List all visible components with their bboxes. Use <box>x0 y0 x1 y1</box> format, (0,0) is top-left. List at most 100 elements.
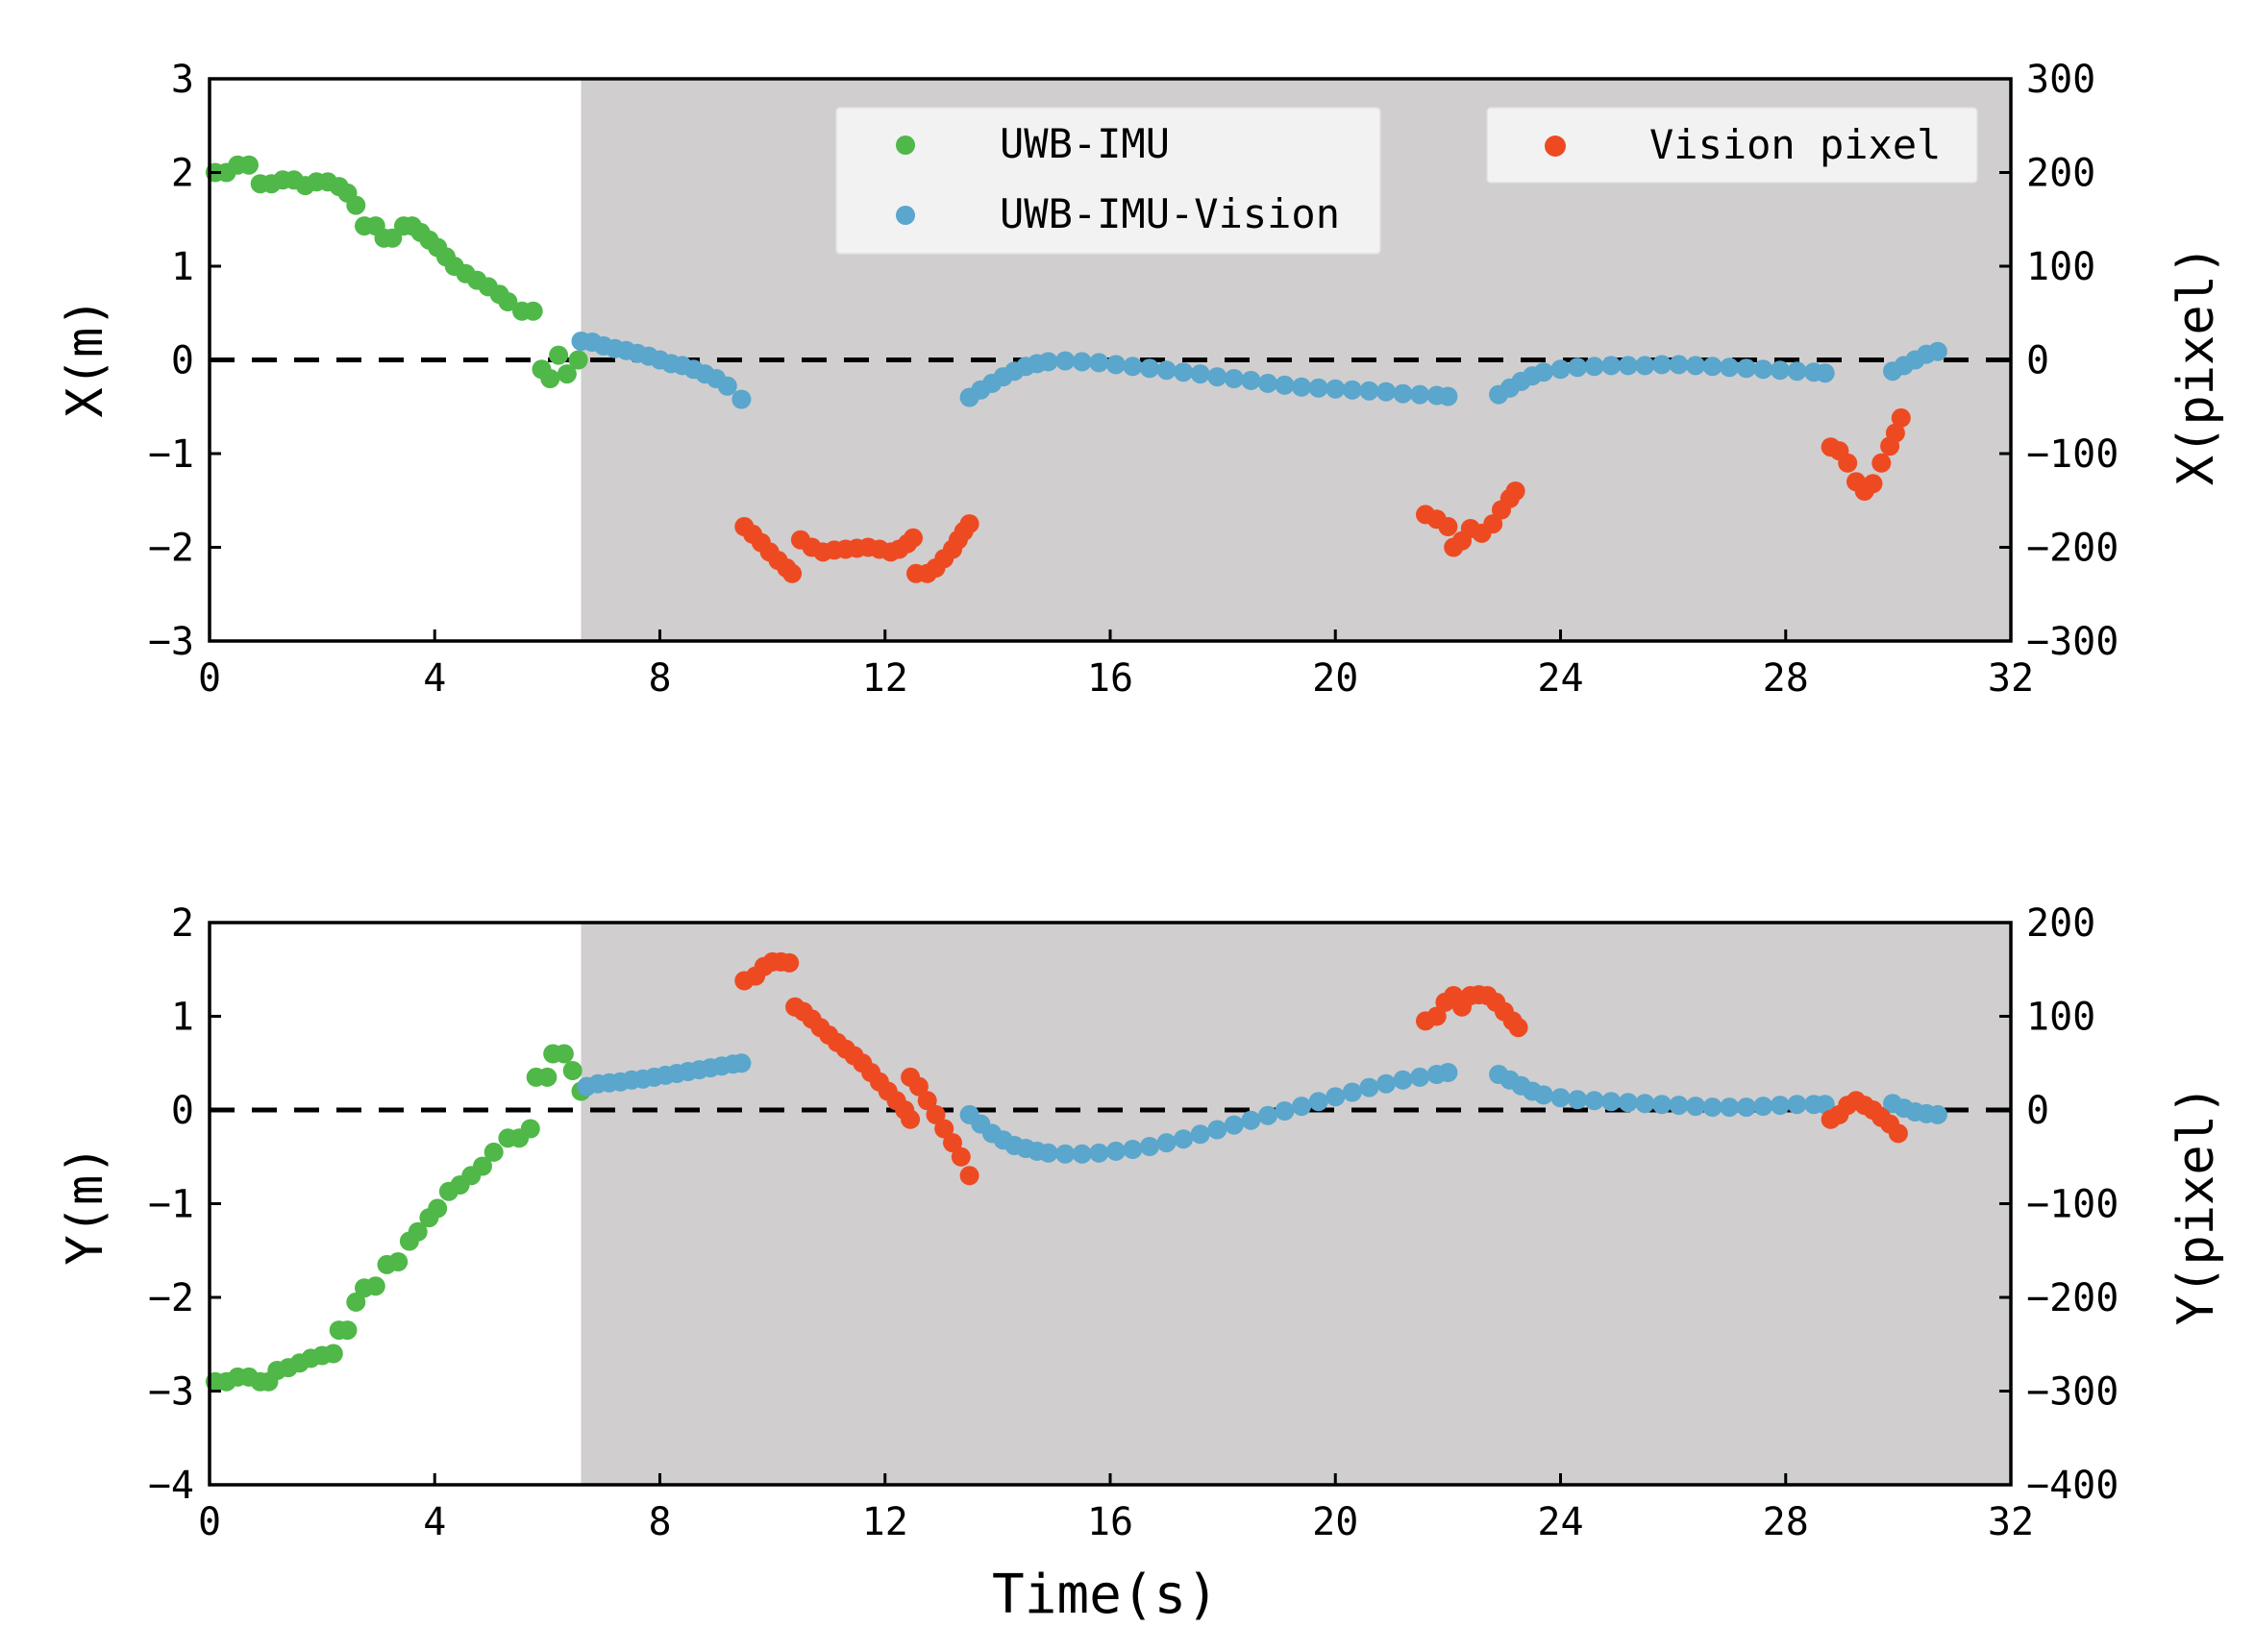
top-point-uwb-imu-vision-32 <box>1207 367 1227 387</box>
legend-label-uwb-imu: UWB-IMU <box>1000 120 1170 167</box>
top-y2tick-label-4: 100 <box>2026 245 2095 289</box>
bottom-tick-labels: 0 4 8 12 16 20 24 28 32−4−3−2−1012−400−300−200−1… <box>148 901 2119 1544</box>
bottom-point-vision-pixel-26 <box>943 1133 962 1153</box>
top-point-uwb-imu-35 <box>557 364 577 384</box>
bottom-point-uwb-imu-vision-22 <box>1038 1143 1058 1163</box>
top-point-uwb-imu-vision-40 <box>1342 380 1362 400</box>
bottom-point-uwb-imu-vision-61 <box>1702 1097 1722 1118</box>
top-point-vision-pixel-43 <box>1863 474 1883 494</box>
bottom-point-uwb-imu-vision-35 <box>1258 1105 1277 1125</box>
bottom-point-uwb-imu-vision-59 <box>1669 1096 1689 1116</box>
top-ytick-label-5: 2 <box>171 152 194 196</box>
bottom-point-vision-pixel-24 <box>926 1104 946 1124</box>
bottom-y2tick-label-1: −300 <box>2026 1370 2119 1415</box>
top-point-uwb-imu-vision-73 <box>1927 341 1947 361</box>
bottom-y2tick-label-5: 100 <box>2026 996 2095 1040</box>
top-point-uwb-imu-vision-53 <box>1568 358 1588 378</box>
bottom-point-uwb-imu-vision-40 <box>1342 1082 1362 1102</box>
top-point-uwb-imu-vision-31 <box>1190 364 1210 384</box>
legend-marker-vision-pixel <box>1545 136 1566 157</box>
top-point-uwb-imu-vision-57 <box>1635 356 1655 376</box>
bottom-panel: 0 4 8 12 16 20 24 28 32−4−3−2−1012−400−300−200−1… <box>57 901 2225 1626</box>
bottom-point-uwb-imu-vision-32 <box>1207 1120 1227 1140</box>
top-point-uwb-imu-vision-44 <box>1410 384 1430 405</box>
top-y2tick-label-5: 200 <box>2026 152 2095 196</box>
top-point-uwb-imu-vision-43 <box>1393 383 1413 404</box>
top-point-uwb-imu-vision-56 <box>1618 356 1638 376</box>
top-ytick-label-3: 0 <box>171 339 194 383</box>
legend-box-left: UWB-IMU UWB-IMU-Vision <box>835 107 1381 255</box>
bottom-point-uwb-imu-vision-58 <box>1651 1095 1672 1115</box>
top-ytick-label-2: −1 <box>148 432 194 477</box>
top-point-uwb-imu-vision-51 <box>1533 362 1553 382</box>
top-y-axis-label: X(m) <box>57 297 114 417</box>
bottom-point-uwb-imu-vision-51 <box>1533 1085 1553 1105</box>
bottom-point-uwb-imu-vision-30 <box>1174 1129 1194 1149</box>
top-point-vision-pixel-6 <box>782 563 803 583</box>
top-point-uwb-imu-vision-54 <box>1584 357 1604 377</box>
bottom-y2tick-label-2: −200 <box>2026 1276 2119 1320</box>
top-point-uwb-imu-vision-68 <box>1815 363 1835 383</box>
top-point-vision-pixel-18 <box>904 528 923 548</box>
top-point-vision-pixel-29 <box>1438 517 1458 536</box>
bottom-point-vision-pixel-28 <box>959 1166 979 1186</box>
top-point-uwb-imu-3 <box>239 155 259 175</box>
bottom-xtick-label-3: 12 <box>862 1500 908 1544</box>
top-point-uwb-imu-vision-64 <box>1753 359 1773 380</box>
bottom-point-uwb-imu-18 <box>388 1252 409 1271</box>
bottom-point-uwb-imu-vision-39 <box>1326 1087 1346 1107</box>
bottom-point-uwb-imu-vision-25 <box>1089 1143 1109 1163</box>
top-point-uwb-imu-34 <box>549 345 569 365</box>
bottom-point-uwb-imu-26 <box>473 1156 492 1176</box>
top-point-uwb-imu-vision-55 <box>1601 356 1622 376</box>
top-panel: 0 4 8 12 16 20 24 28 32−3−2−10123−300−200−100010… <box>57 58 2225 701</box>
bottom-point-uwb-imu-vision-64 <box>1753 1097 1773 1117</box>
bottom-point-uwb-imu-vision-38 <box>1308 1092 1328 1112</box>
top-point-uwb-imu-vision-25 <box>1089 353 1109 373</box>
bottom-point-uwb-imu-vision-57 <box>1635 1094 1655 1114</box>
bottom-point-uwb-imu-vision-46 <box>1438 1063 1458 1082</box>
top-series-uwb-imu <box>205 155 588 388</box>
bottom-y2tick-label-6: 200 <box>2026 901 2095 946</box>
bottom-point-uwb-imu-vision-52 <box>1550 1088 1571 1108</box>
bottom-data-points <box>205 951 1947 1392</box>
legend-label-uwb-imu-vision: UWB-IMU-Vision <box>1000 190 1340 237</box>
top-xtick-label-0: 0 <box>198 656 221 701</box>
top-y2tick-label-3: 0 <box>2026 339 2049 383</box>
top-point-uwb-imu-33 <box>540 369 560 388</box>
top-point-uwb-imu-vision-37 <box>1292 377 1312 397</box>
bottom-point-vision-pixel-20 <box>901 1109 921 1129</box>
top-point-vision-pixel-37 <box>1505 481 1525 501</box>
bottom-point-uwb-imu-30 <box>520 1119 540 1139</box>
legend-marker-uwb-imu <box>896 136 915 155</box>
bottom-point-uwb-imu-vision-24 <box>1072 1144 1092 1164</box>
bottom-point-uwb-imu-vision-23 <box>1055 1144 1076 1164</box>
bottom-point-uwb-imu-vision-44 <box>1410 1067 1430 1087</box>
top-point-uwb-imu-vision-39 <box>1326 379 1346 399</box>
bottom-xtick-label-7: 28 <box>1763 1500 1809 1544</box>
bottom-point-uwb-imu-vision-29 <box>1156 1133 1177 1153</box>
top-y2tick-label-0: −300 <box>2026 620 2119 664</box>
top-y2tick-label-2: −100 <box>2026 432 2119 477</box>
bottom-point-uwb-imu-vision-66 <box>1787 1095 1807 1115</box>
bottom-point-uwb-imu-vision-43 <box>1393 1070 1413 1090</box>
bottom-point-uwb-imu-vision-56 <box>1618 1093 1638 1113</box>
bottom-xtick-label-1: 4 <box>423 1500 446 1544</box>
bottom-point-uwb-imu-vision-28 <box>1140 1137 1159 1156</box>
top-xtick-label-5: 20 <box>1312 656 1358 701</box>
bottom-ytick-label-3: −1 <box>148 1183 194 1227</box>
top-xtick-label-7: 28 <box>1763 656 1809 701</box>
bottom-point-uwb-imu-vision-65 <box>1770 1096 1790 1116</box>
top-point-uwb-imu-vision-34 <box>1241 370 1261 390</box>
top-point-uwb-imu-vision-41 <box>1359 381 1379 401</box>
top-ytick-label-0: −3 <box>148 620 194 664</box>
top-point-uwb-imu-vision-24 <box>1072 352 1092 372</box>
bottom-ytick-label-5: 1 <box>171 996 194 1040</box>
bottom-xtick-label-2: 8 <box>648 1500 671 1544</box>
bottom-point-uwb-imu-vision-27 <box>1123 1140 1143 1159</box>
top-data-points <box>205 155 1947 583</box>
top-point-uwb-imu-31 <box>523 301 543 321</box>
bottom-point-uwb-imu-14 <box>346 1292 366 1312</box>
top-point-uwb-imu-vision-26 <box>1105 355 1126 375</box>
top-point-uwb-imu-vision-58 <box>1651 355 1672 375</box>
